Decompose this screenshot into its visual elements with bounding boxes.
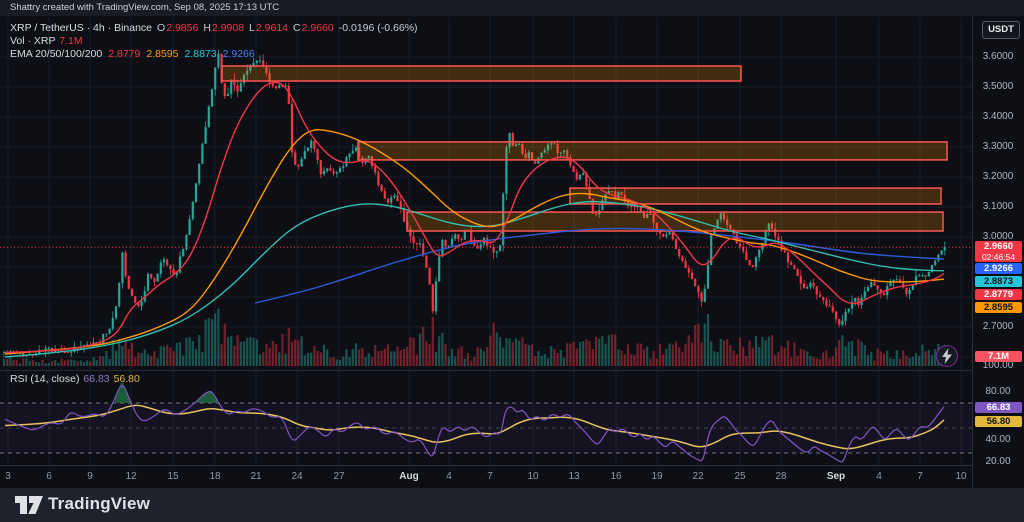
legend-volume-row: Vol · XRP 7.1M xyxy=(10,35,418,48)
attribution-text: Shattry created with TradingView.com, Se… xyxy=(10,2,280,13)
symbol-legend[interactable]: XRP / TetherUS · 4h · Binance O2.9856 H2.9… xyxy=(10,22,418,61)
rsi-value: 66.83 xyxy=(83,373,110,385)
time-axis-month-label: Aug xyxy=(399,471,419,482)
ema20-badge: 2.8779 xyxy=(975,289,1022,300)
rsi-ma-badge: 56.80 xyxy=(975,416,1022,427)
time-axis[interactable]: 3 6 9 12 15 18 21 24 27 Aug 4 7 10 13 16 19 22 25 28 Sep 4 7 1… xyxy=(0,465,972,489)
ema200-line xyxy=(254,227,945,304)
volume-badge: 7.1M xyxy=(975,351,1022,362)
rsi-label: RSI (14, close) xyxy=(10,373,80,385)
ohlc-key: O xyxy=(157,22,166,34)
boost-lightning-button[interactable] xyxy=(936,345,958,367)
supply-zones[interactable] xyxy=(221,65,948,232)
time-axis-label: 7 xyxy=(917,471,923,482)
time-axis-label: 24 xyxy=(291,471,303,482)
tradingview-logo-icon[interactable] xyxy=(14,495,44,517)
volume-label: Vol · XRP xyxy=(10,35,56,47)
time-axis-label: 9 xyxy=(87,471,93,482)
time-axis-label: 7 xyxy=(487,471,493,482)
ema-value: 2.8779 xyxy=(108,48,141,60)
ema20-line xyxy=(4,81,945,354)
time-axis-label: 21 xyxy=(250,471,262,482)
time-axis-label: 18 xyxy=(209,471,221,482)
price-axis-label: 3.0000 xyxy=(982,231,1014,242)
time-axis-label: 10 xyxy=(527,471,539,482)
change-value: -0.0196 (-0.66%) xyxy=(338,22,418,34)
time-axis-label: 13 xyxy=(568,471,580,482)
attribution-bar: Shattry created with TradingView.com, Se… xyxy=(0,0,1024,16)
countdown-timer: 02:46:54 xyxy=(981,252,1016,262)
supply-zone[interactable] xyxy=(357,141,948,161)
time-axis-label: 15 xyxy=(167,471,179,482)
time-axis-label: 6 xyxy=(46,471,52,482)
time-axis-label: 16 xyxy=(610,471,622,482)
ohlc-value: 2.9908 xyxy=(211,22,245,34)
rsi-pane xyxy=(0,383,972,463)
ohlc-value: 2.9614 xyxy=(255,22,289,34)
price-axis-label: 3.1000 xyxy=(982,201,1014,212)
price-axis-label: 80.00 xyxy=(985,386,1011,397)
volume-bars xyxy=(2,308,946,366)
ema100-line xyxy=(4,200,945,358)
time-axis-label: 27 xyxy=(333,471,345,482)
time-axis-label: 25 xyxy=(734,471,746,482)
legend-ohlc-row: XRP / TetherUS · 4h · Binance O2.9856 H2.9… xyxy=(10,22,418,35)
pane-separator[interactable] xyxy=(0,370,1024,371)
price-axis-label: 20.00 xyxy=(985,456,1011,467)
ohlc-value: 2.9856 xyxy=(166,22,199,34)
time-axis-label: 22 xyxy=(692,471,704,482)
rsi-badge: 66.83 xyxy=(975,402,1022,413)
footer-bar: TradingView xyxy=(0,488,1024,522)
rsi-overbought-fill xyxy=(197,390,217,403)
rsi-ma-value: 56.80 xyxy=(113,373,140,385)
ema-overlays xyxy=(4,81,945,358)
ohlc-value: 2.9660 xyxy=(301,22,334,34)
candles xyxy=(2,49,946,358)
ohlc-key: C xyxy=(293,22,301,34)
rsi-legend[interactable]: RSI (14, close) 66.83 56.80 xyxy=(10,373,140,386)
ema-value: 2.8595 xyxy=(146,48,179,60)
supply-zone[interactable] xyxy=(221,65,742,82)
ohlc-key: L xyxy=(249,22,255,34)
current-price-badge: 2.9660 02:46:54 xyxy=(975,241,1022,262)
ema100-badge: 2.8873 xyxy=(975,276,1022,287)
time-axis-label: 12 xyxy=(125,471,137,482)
ema-value: 2.9266 xyxy=(222,48,255,60)
rsi-ma-line xyxy=(4,404,945,450)
price-axis-label: 3.2000 xyxy=(982,171,1014,182)
legend-ema-row: EMA 20/50/100/200 2.8779 2.8595 2.8873 2.926… xyxy=(10,48,418,61)
volume-value: 7.1M xyxy=(59,35,83,47)
rsi-line xyxy=(4,385,945,463)
price-axis[interactable]: USDT 3.6000 3.5000 3.4000 3.3000 3.2000 3.100… xyxy=(972,16,1024,488)
price-axis-label: 2.7000 xyxy=(982,321,1014,332)
price-axis-label: 3.3000 xyxy=(982,141,1014,152)
time-axis-label: 4 xyxy=(876,471,882,482)
price-axis-label: 100.00 xyxy=(982,360,1014,371)
symbol-title: XRP / TetherUS · 4h · Binance xyxy=(10,22,153,34)
price-axis-label: 3.4000 xyxy=(982,111,1014,122)
grid-lines xyxy=(0,17,972,465)
ema50-badge: 2.8595 xyxy=(975,302,1022,313)
currency-toggle-button[interactable]: USDT xyxy=(982,21,1020,39)
time-axis-label: 3 xyxy=(5,471,11,482)
ema-value: 2.8873 xyxy=(184,48,217,60)
time-axis-label: 19 xyxy=(651,471,663,482)
time-axis-label: 10 xyxy=(955,471,967,482)
price-axis-label: 3.5000 xyxy=(982,81,1014,92)
ema200-badge: 2.9266 xyxy=(975,263,1022,274)
tradingview-brand-text[interactable]: TradingView xyxy=(48,494,151,513)
time-axis-month-label: Sep xyxy=(826,471,846,482)
price-axis-label: 40.00 xyxy=(985,434,1011,445)
supply-zone[interactable] xyxy=(569,187,942,205)
price-axis-label: 3.6000 xyxy=(982,51,1014,62)
ema50-line xyxy=(4,129,945,355)
ema-label: EMA 20/50/100/200 xyxy=(10,48,103,60)
time-axis-label: 4 xyxy=(446,471,452,482)
ohlc-key: H xyxy=(203,22,211,34)
lightning-icon xyxy=(942,348,952,364)
time-axis-label: 28 xyxy=(775,471,787,482)
